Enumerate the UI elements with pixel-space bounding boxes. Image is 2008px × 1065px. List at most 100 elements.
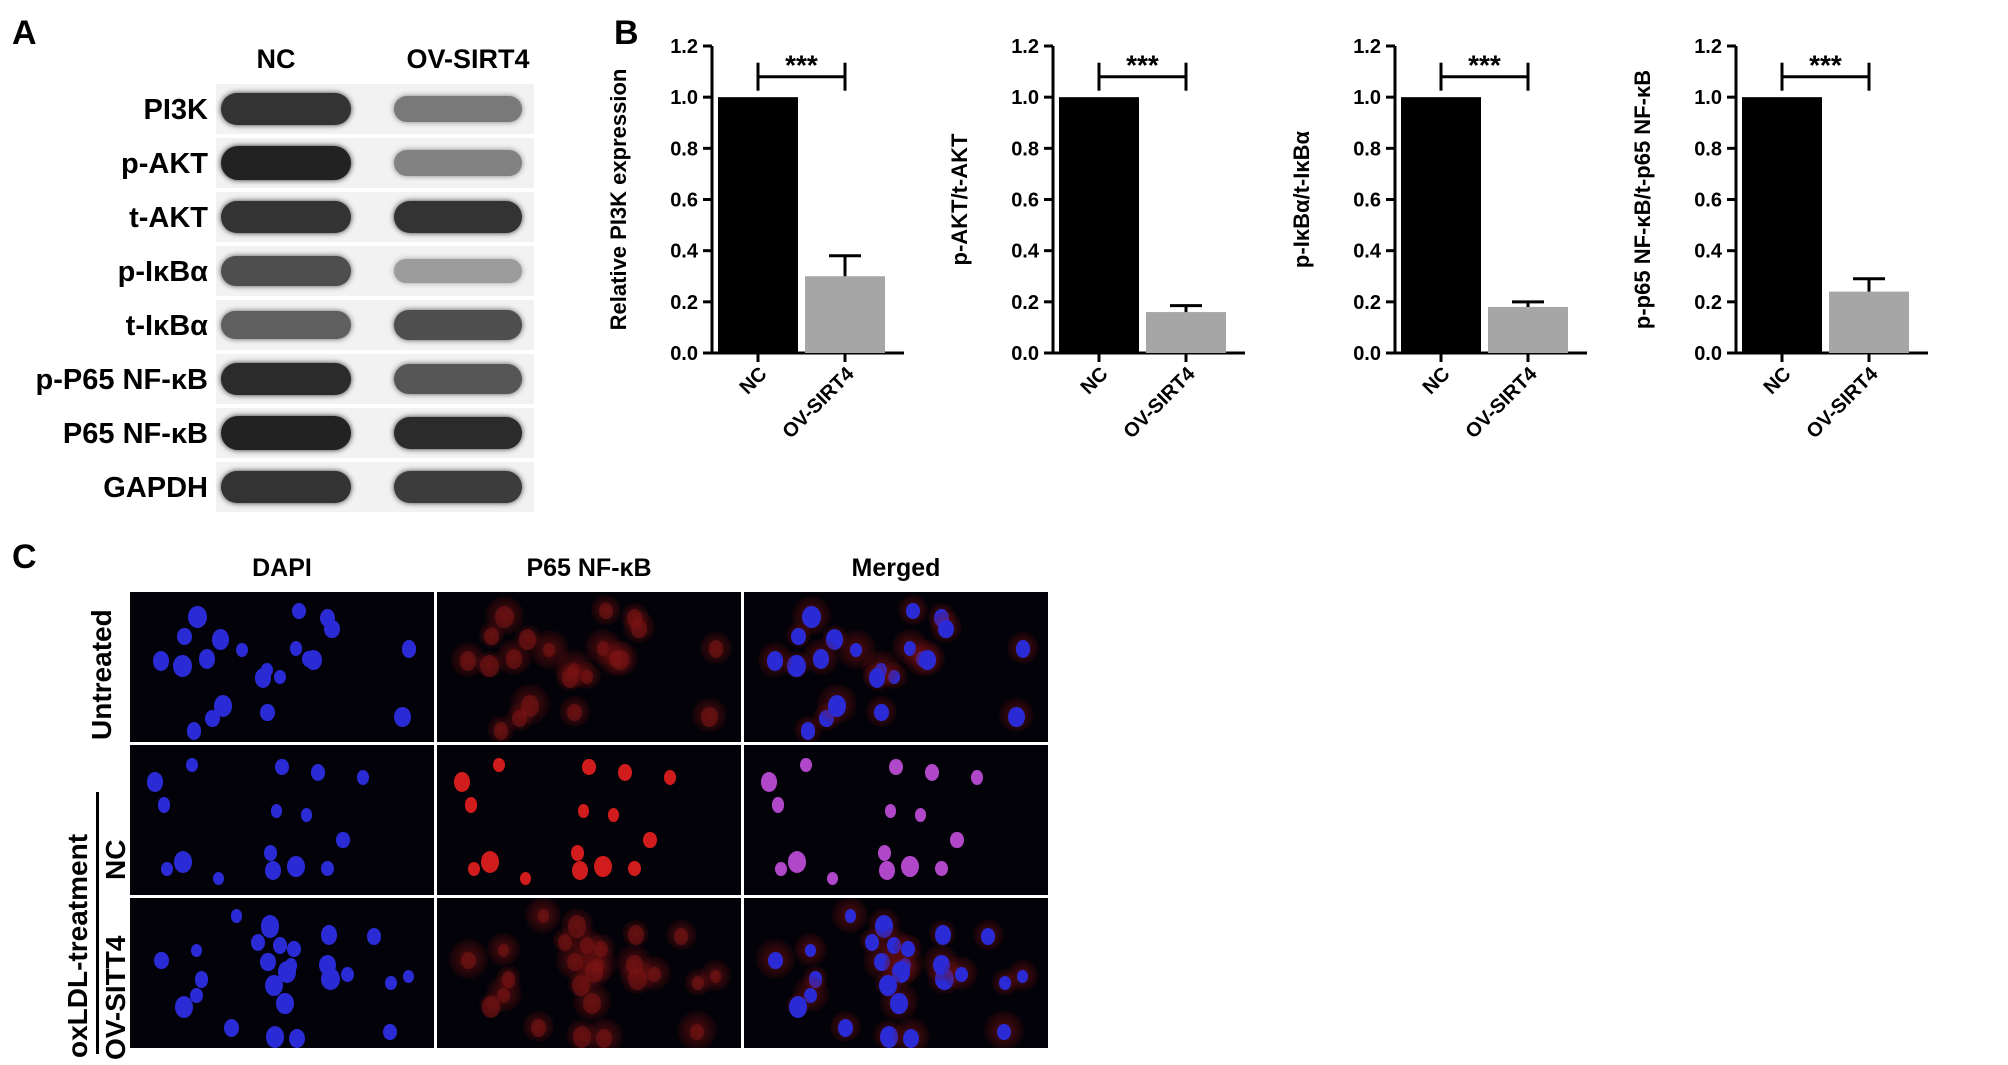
nucleus bbox=[161, 862, 173, 877]
nucleus bbox=[998, 976, 1011, 991]
nucleus bbox=[401, 640, 417, 658]
y-axis-title: p-p65 NF-κB/t-p65 NF-κB bbox=[1630, 70, 1655, 329]
y-tick-label: 0.4 bbox=[1353, 241, 1382, 263]
significance-label: *** bbox=[785, 50, 818, 81]
wb-row-label: P65 NF-κB bbox=[62, 418, 208, 450]
nucleus bbox=[1015, 640, 1031, 658]
nucleus bbox=[760, 772, 778, 793]
nucleus bbox=[265, 861, 281, 880]
nucleus bbox=[543, 643, 555, 658]
nucleus bbox=[320, 925, 337, 945]
bar-nc bbox=[718, 97, 798, 354]
wb-band-nc bbox=[221, 310, 351, 340]
nucleus bbox=[537, 909, 550, 924]
nucleus bbox=[890, 993, 908, 1014]
nucleus bbox=[934, 860, 948, 877]
nucleus bbox=[153, 651, 170, 671]
nucleus bbox=[800, 757, 812, 772]
nucleus bbox=[868, 668, 886, 688]
nucleus bbox=[177, 627, 192, 646]
y-tick-label: 0.8 bbox=[670, 138, 698, 160]
y-axis-title: Relative PI3K expression bbox=[606, 69, 631, 331]
nucleus bbox=[174, 996, 193, 1018]
bar-nc bbox=[1401, 97, 1481, 354]
nucleus bbox=[954, 967, 968, 983]
nucleus bbox=[265, 1025, 284, 1048]
nucleus bbox=[768, 951, 783, 970]
nucleus bbox=[879, 861, 895, 880]
nucleus bbox=[484, 627, 499, 646]
if-group-label-oxldl: oxLDL-treatment bbox=[62, 833, 93, 1058]
y-tick-label: 0.8 bbox=[1694, 138, 1722, 160]
nucleus bbox=[275, 759, 289, 776]
nucleus bbox=[340, 967, 354, 983]
significance-label: *** bbox=[1809, 50, 1842, 81]
nucleus bbox=[214, 695, 232, 717]
nucleus bbox=[700, 706, 718, 728]
nucleus bbox=[461, 951, 476, 970]
wb-lane-strip bbox=[216, 192, 534, 242]
bar-ov-sirt4 bbox=[805, 276, 885, 353]
nucleus bbox=[310, 763, 326, 781]
wb-row-label: t-IκBα bbox=[125, 310, 208, 342]
nucleus bbox=[791, 627, 806, 646]
nucleus bbox=[186, 722, 202, 740]
nucleus bbox=[934, 925, 951, 945]
nucleus bbox=[567, 703, 582, 722]
nucleus bbox=[582, 759, 596, 776]
nucleus bbox=[291, 602, 306, 620]
y-tick-label: 0.2 bbox=[1694, 292, 1722, 314]
y-tick-label: 0.4 bbox=[1694, 241, 1723, 263]
y-tick-label: 1.2 bbox=[1694, 36, 1722, 58]
nucleus bbox=[837, 1018, 854, 1038]
nucleus bbox=[173, 655, 192, 678]
nucleus bbox=[903, 1028, 920, 1048]
nucleus bbox=[254, 668, 272, 688]
nucleus bbox=[324, 619, 340, 639]
nucleus bbox=[570, 844, 585, 862]
nucleus bbox=[393, 706, 411, 728]
nucleus bbox=[367, 928, 382, 945]
wb-band-nc bbox=[221, 201, 351, 233]
panel-label-a: A bbox=[12, 14, 37, 52]
if-column-header-p65: P65 NF-κB bbox=[526, 554, 652, 582]
nucleus bbox=[612, 649, 630, 671]
nucleus bbox=[263, 844, 278, 862]
wb-row-label: p-P65 NF-κB bbox=[35, 364, 208, 396]
if-image-untreated-p65 bbox=[437, 592, 741, 742]
nucleus bbox=[577, 804, 590, 818]
nucleus bbox=[154, 951, 169, 970]
bar-nc bbox=[1742, 97, 1822, 354]
nucleus bbox=[212, 629, 230, 650]
wb-band-ov-sirt4 bbox=[394, 201, 522, 233]
nucleus bbox=[864, 933, 880, 951]
nucleus bbox=[607, 807, 620, 822]
nucleus bbox=[850, 643, 862, 658]
y-tick-label: 0.0 bbox=[670, 343, 698, 365]
y-tick-label: 1.0 bbox=[1353, 87, 1381, 109]
nucleus bbox=[481, 996, 500, 1018]
nucleus bbox=[277, 961, 296, 983]
nucleus bbox=[572, 861, 588, 880]
wb-band-ov-sirt4 bbox=[394, 95, 522, 123]
nucleus bbox=[520, 871, 532, 885]
if-image-ov-sitt4-p65 bbox=[437, 898, 741, 1048]
nucleus bbox=[1016, 969, 1029, 984]
nucleus bbox=[663, 769, 676, 785]
bar-ov-sirt4 bbox=[1488, 306, 1568, 353]
nucleus bbox=[800, 722, 816, 740]
nucleus bbox=[190, 987, 204, 1003]
nucleus bbox=[305, 649, 323, 671]
nucleus bbox=[498, 943, 510, 958]
nucleus bbox=[194, 971, 209, 988]
nucleus bbox=[318, 954, 336, 975]
nucleus bbox=[223, 1018, 240, 1038]
nucleus bbox=[627, 860, 641, 877]
nucleus bbox=[287, 940, 301, 958]
y-tick-label: 0.6 bbox=[670, 190, 698, 212]
nucleus bbox=[938, 619, 954, 639]
y-axis-title: p-IκBα/t-IκBα bbox=[1289, 130, 1314, 268]
immunofluorescence-panel: DAPI P65 NF-κB Merged Untreated NC OV-SI… bbox=[0, 540, 1060, 1065]
nucleus bbox=[146, 772, 164, 793]
group-bracket-line bbox=[96, 792, 99, 1054]
